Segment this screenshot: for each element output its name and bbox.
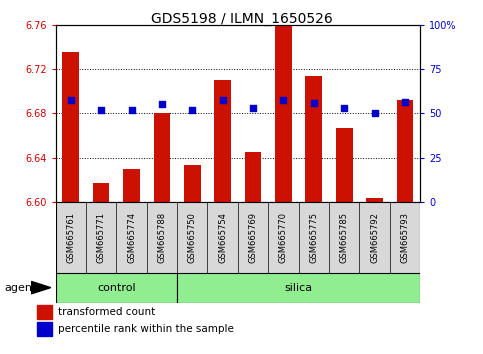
Point (188, 107, 196, 113)
Text: GSM665771: GSM665771 (97, 212, 106, 263)
Bar (305, 76, 322, 202)
Text: GSM665754: GSM665754 (218, 212, 227, 263)
Text: GSM665785: GSM665785 (340, 212, 349, 263)
Text: control: control (97, 282, 136, 293)
Point (401, 99, 409, 105)
Text: GSM665750: GSM665750 (188, 212, 197, 263)
Point (280, 97, 287, 103)
Point (219, 97, 227, 103)
Text: GSM665792: GSM665792 (370, 212, 379, 263)
Text: GSM665770: GSM665770 (279, 212, 288, 263)
Bar (56, 273, 177, 303)
Text: GSM665788: GSM665788 (157, 212, 167, 263)
Text: transformed count: transformed count (58, 307, 156, 317)
Bar (62, 52, 79, 202)
Text: GSM665774: GSM665774 (127, 212, 136, 263)
Bar (214, 80, 231, 202)
Bar (93, 183, 110, 202)
Text: GSM665793: GSM665793 (400, 212, 410, 263)
Point (341, 105, 348, 110)
Bar (37, 305, 52, 319)
Point (128, 107, 135, 113)
Text: agent: agent (5, 282, 37, 293)
Polygon shape (31, 281, 51, 294)
Point (371, 110, 379, 116)
Bar (177, 273, 420, 303)
Point (249, 105, 257, 110)
Bar (37, 322, 52, 336)
Bar (184, 165, 200, 202)
Text: silica: silica (284, 282, 313, 293)
Bar (336, 128, 353, 202)
Text: GDS5198 / ILMN_1650526: GDS5198 / ILMN_1650526 (151, 12, 332, 27)
Text: GSM665775: GSM665775 (309, 212, 318, 263)
Point (158, 102, 166, 107)
Text: GSM665769: GSM665769 (249, 212, 257, 263)
Text: GSM665761: GSM665761 (66, 212, 75, 263)
Point (67, 97, 74, 103)
Bar (366, 199, 383, 202)
Bar (275, 23, 292, 202)
Bar (245, 152, 261, 202)
Text: percentile rank within the sample: percentile rank within the sample (58, 324, 234, 334)
Bar (154, 113, 170, 202)
Point (310, 101, 318, 106)
Bar (123, 169, 140, 202)
Point (97, 107, 105, 113)
Bar (397, 100, 413, 202)
